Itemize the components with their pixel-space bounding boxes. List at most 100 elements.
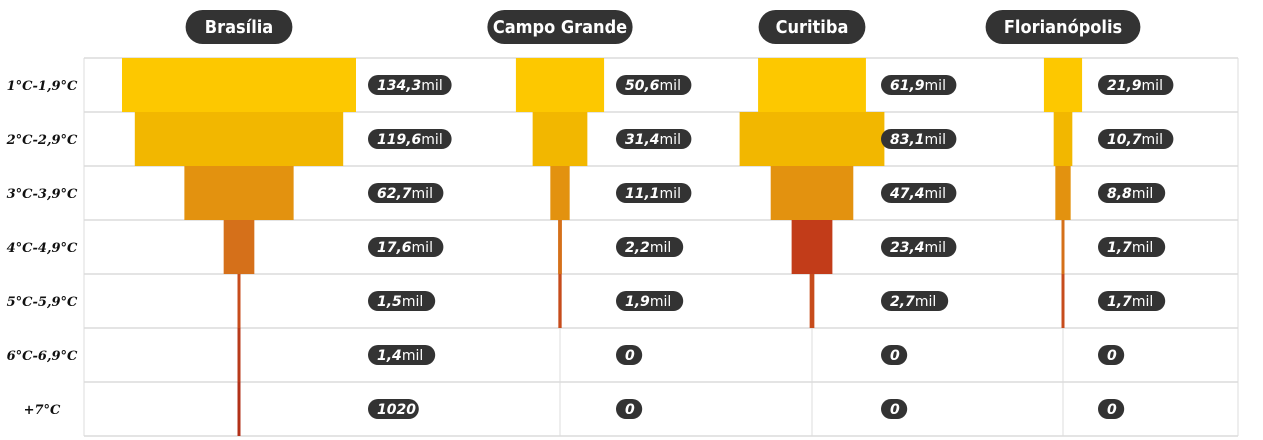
value-label: 10,7mil <box>1098 129 1174 149</box>
value-label-bg <box>1098 129 1174 149</box>
bar <box>237 382 241 436</box>
value-label-text: 62,7mil <box>377 186 433 202</box>
city-title: Campo Grande <box>487 10 633 44</box>
value-label: 119,6mil <box>368 129 452 149</box>
bar <box>758 58 866 112</box>
value-label: 0 <box>1098 399 1125 419</box>
row-label: 3°C-3,9°C <box>7 187 78 202</box>
value-label: 1,4mil <box>368 345 436 365</box>
value-label-text: 0 <box>625 348 635 364</box>
value-label-bg <box>368 75 452 95</box>
bar <box>550 166 570 220</box>
value-label-bg <box>616 345 643 365</box>
city-title-text: Curitiba <box>776 17 849 38</box>
value-label-text: 61,9mil <box>890 78 946 94</box>
value-label-text: 0 <box>625 402 635 418</box>
value-label-bg <box>368 237 444 257</box>
value-label-bg <box>1098 291 1166 311</box>
value-label-bg <box>1098 345 1125 365</box>
value-label: 0 <box>616 399 643 419</box>
row-label: 1°C-1,9°C <box>7 79 78 94</box>
bar <box>237 328 241 382</box>
value-label: 2,2mil <box>616 237 684 257</box>
bar <box>791 220 833 274</box>
value-label: 61,9mil <box>881 75 957 95</box>
bar <box>134 112 344 166</box>
bar <box>558 220 562 274</box>
value-label-bg <box>616 237 684 257</box>
city-title-text: Florianópolis <box>1004 17 1122 38</box>
value-label-text: 1,5mil <box>377 294 423 310</box>
row-label: 4°C-4,9°C <box>7 241 78 256</box>
value-label-bg <box>616 75 692 95</box>
value-label-bg <box>368 345 436 365</box>
value-label-text: 83,1mil <box>890 132 946 148</box>
value-label-bg <box>1098 399 1125 419</box>
bar <box>122 58 356 112</box>
value-label-bg <box>616 183 692 203</box>
value-label-bg <box>881 237 957 257</box>
value-label: 23,4mil <box>881 237 957 257</box>
bar <box>770 166 854 220</box>
city-title: Florianópolis <box>985 10 1141 44</box>
city-title-bg <box>487 10 633 44</box>
value-label: 134,3mil <box>368 75 452 95</box>
bar <box>223 220 255 274</box>
value-label-text: 0 <box>890 402 900 418</box>
value-label: 0 <box>881 345 908 365</box>
value-label-text: 1,4mil <box>377 348 423 364</box>
bar <box>739 112 885 166</box>
value-label: 11,1mil <box>616 183 692 203</box>
value-label-text: 8,8mil <box>1107 186 1153 202</box>
value-label-bg <box>616 399 643 419</box>
bar <box>1061 274 1065 328</box>
value-label-text: 21,9mil <box>1107 78 1163 94</box>
value-label-text: 0 <box>1107 402 1117 418</box>
value-label: 1,9mil <box>616 291 684 311</box>
value-label: 50,6mil <box>616 75 692 95</box>
row-label: 2°C-2,9°C <box>6 133 78 148</box>
value-label-text: 1,7mil <box>1107 240 1153 256</box>
value-label-bg <box>881 399 908 419</box>
value-label-bg <box>616 129 692 149</box>
value-label-bg <box>1098 75 1174 95</box>
value-label-text: 2,7mil <box>890 294 936 310</box>
bar <box>237 274 241 328</box>
value-label-text: 119,6mil <box>377 132 443 148</box>
value-label-bg <box>881 75 957 95</box>
value-label-text: 2,2mil <box>625 240 671 256</box>
value-label: 1020 <box>368 399 419 419</box>
value-label: 8,8mil <box>1098 183 1166 203</box>
bar <box>1061 220 1065 274</box>
value-label-text: 31,4mil <box>625 132 681 148</box>
value-label: 31,4mil <box>616 129 692 149</box>
city-title: Curitiba <box>758 10 866 44</box>
bar <box>1043 58 1083 112</box>
row-label: 6°C-6,9°C <box>7 349 78 364</box>
city-title-text: Brasília <box>205 17 273 38</box>
bar <box>558 274 562 328</box>
city-title-bg <box>758 10 866 44</box>
value-label-text: 0 <box>890 348 900 364</box>
value-label-bg <box>368 291 436 311</box>
bar <box>1053 112 1073 166</box>
row-label: +7°C <box>24 403 61 418</box>
city-title-text: Campo Grande <box>493 17 627 38</box>
value-label-bg <box>881 183 957 203</box>
value-label-bg <box>1098 237 1166 257</box>
value-label: 1,5mil <box>368 291 436 311</box>
bar <box>532 112 588 166</box>
value-label-text: 17,6mil <box>377 240 433 256</box>
city-title-bg <box>985 10 1141 44</box>
value-label-text: 134,3mil <box>377 78 443 94</box>
value-label: 21,9mil <box>1098 75 1174 95</box>
bar <box>184 166 294 220</box>
bar <box>1055 166 1071 220</box>
value-label-bg <box>1098 183 1166 203</box>
value-label: 0 <box>616 345 643 365</box>
value-label: 62,7mil <box>368 183 444 203</box>
value-label-text: 50,6mil <box>625 78 681 94</box>
value-label: 47,4mil <box>881 183 957 203</box>
city-title: Brasília <box>185 10 293 44</box>
